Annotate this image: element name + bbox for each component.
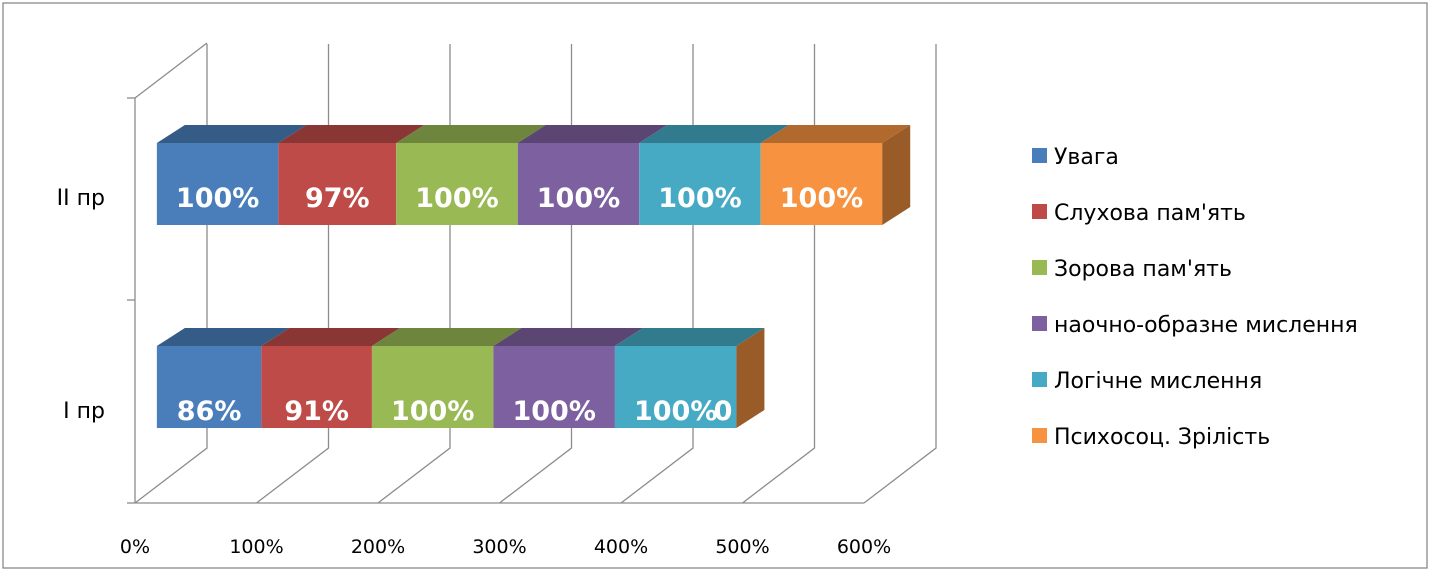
data-label: 100% (415, 183, 498, 214)
bar-top-face (156, 125, 307, 143)
legend-label: Зорова пам'ять (1054, 257, 1232, 282)
bar-top-face (493, 328, 643, 346)
wall-top-edge (134, 42, 208, 99)
bar-side-face (736, 328, 765, 428)
x-tick-label: 0% (120, 536, 150, 558)
bar-segment (278, 143, 397, 225)
bar-segment (371, 346, 494, 428)
bar-top-face (278, 125, 425, 143)
data-label: 100% (780, 183, 863, 214)
gridline (863, 44, 937, 504)
data-label: 97% (305, 183, 370, 214)
legend-label: Слухова пам'ять (1054, 201, 1246, 226)
bar-segment (493, 346, 615, 428)
data-label: 86% (177, 396, 242, 427)
category-label: I пр (63, 399, 105, 424)
grid-layer (134, 44, 937, 504)
bar-segment (261, 346, 372, 428)
legend-layer: Увага Слухова пам'ять Зорова пам'ять наочно… (1032, 145, 1358, 450)
bar-top-face (396, 125, 546, 143)
bar-segment (639, 143, 761, 225)
bar-segment (517, 143, 640, 225)
bar-segment (396, 143, 518, 225)
x-tick-label: 400% (594, 536, 648, 558)
legend-swatch (1032, 204, 1047, 219)
x-tick-label: 100% (229, 536, 283, 558)
x-tick-label: 300% (472, 536, 526, 558)
data-label: 100% (634, 396, 717, 427)
data-label: 100% (512, 396, 595, 427)
x-tick-label: 600% (837, 536, 891, 558)
bar-segment (760, 143, 883, 225)
bar-top-face (639, 125, 789, 143)
legend-swatch (1032, 316, 1047, 331)
legend-swatch (1032, 428, 1047, 443)
x-tick-label: 500% (715, 536, 769, 558)
bar-segment (156, 143, 279, 225)
data-label: 0 (714, 396, 733, 427)
legend-swatch (1032, 372, 1047, 387)
axis-layer: 0% 100% 200% 300% 400% 500% 600% I пр II пр (57, 42, 891, 558)
legend-swatch (1032, 260, 1047, 275)
bar-segment (156, 346, 262, 428)
data-label: 100% (391, 396, 474, 427)
bar-segment (614, 346, 737, 428)
bar-top-face (261, 328, 400, 346)
bar-top-face (614, 328, 765, 346)
bar-side-face (882, 125, 911, 225)
legend-label: Логічне мислення (1054, 369, 1262, 394)
legend-label: Психосоц. Зрілість (1054, 425, 1270, 450)
bar-top-face (517, 125, 668, 143)
legend-label: Увага (1054, 145, 1119, 170)
bar-top-face (156, 328, 290, 346)
legend-swatch (1032, 148, 1047, 163)
data-label: 100% (537, 183, 620, 214)
category-label: II пр (57, 186, 105, 211)
data-label: 91% (284, 396, 349, 427)
bar-top-face (371, 328, 522, 346)
data-label: 100% (658, 183, 741, 214)
x-tick-label: 200% (351, 536, 405, 558)
bar-top-face (760, 125, 911, 143)
legend-label: наочно-образне мислення (1054, 313, 1358, 338)
data-label: 100% (176, 183, 259, 214)
